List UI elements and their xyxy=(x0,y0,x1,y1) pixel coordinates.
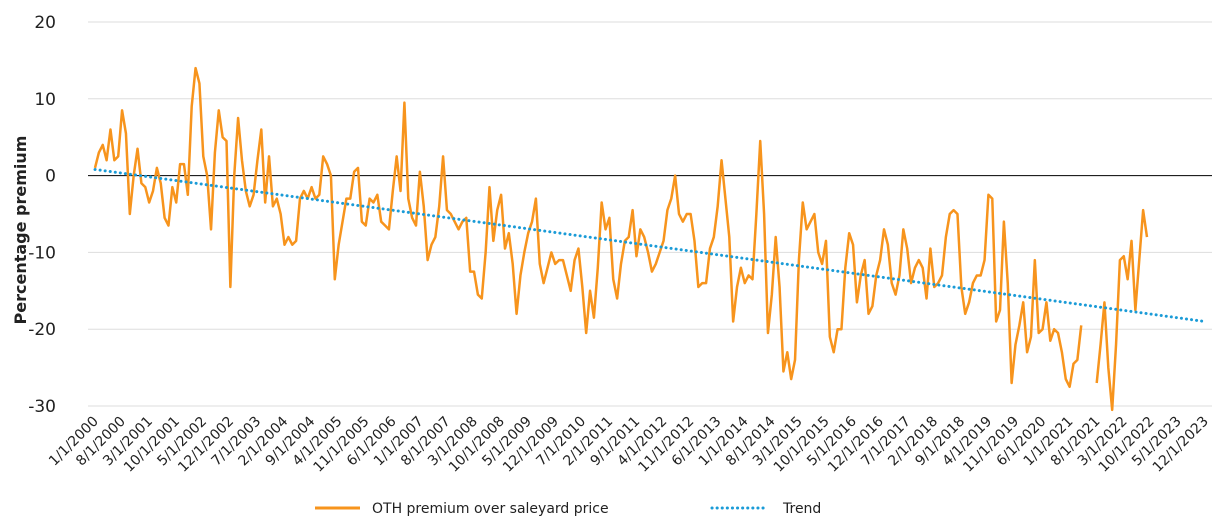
data-line xyxy=(93,66,1149,412)
y-axis-label: Percentage premium xyxy=(11,136,30,325)
y-tick-label: -30 xyxy=(28,397,56,417)
y-tick-label: 10 xyxy=(34,90,56,110)
y-tick-label: -10 xyxy=(28,243,56,263)
y-tick-label: -20 xyxy=(28,320,56,340)
y-tick-label: 20 xyxy=(34,13,56,33)
legend-label: Trend xyxy=(782,501,821,517)
legend-label: OTH premium over saleyard price xyxy=(372,501,609,517)
y-tick-label: 0 xyxy=(45,167,56,187)
trend-line xyxy=(93,167,1207,324)
